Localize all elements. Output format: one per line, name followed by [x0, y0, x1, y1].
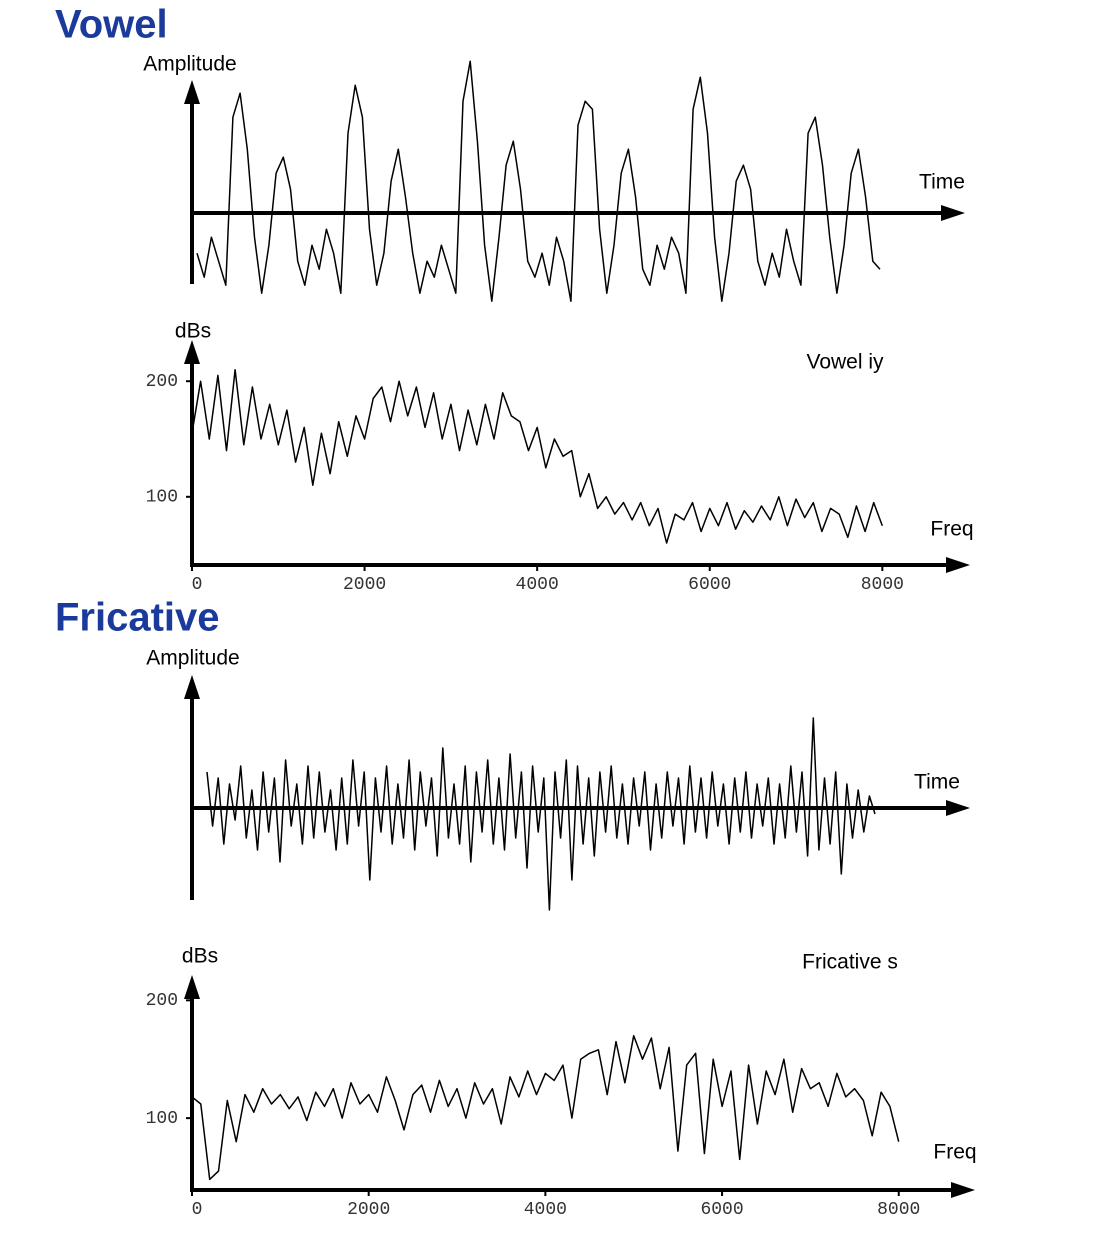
- y-tick-label: 100: [146, 1109, 178, 1129]
- axis-arrow: [184, 340, 200, 364]
- annotation: Fricative s: [802, 951, 898, 974]
- x-tick-label: 4000: [524, 1200, 567, 1220]
- x-tick-label: 2000: [343, 575, 386, 595]
- y-tick-label: 200: [146, 991, 178, 1011]
- x-tick-label: 8000: [861, 575, 904, 595]
- axis-arrow: [184, 675, 200, 699]
- signal-line: [196, 60, 881, 302]
- x-tick-label: 0: [192, 1200, 203, 1220]
- x-tick-label: 0: [192, 575, 203, 595]
- axis-arrow: [184, 975, 200, 999]
- signal-line: [191, 1034, 900, 1181]
- axis-arrow: [184, 80, 200, 104]
- x-axis-label: Time: [919, 171, 965, 194]
- x-axis-label: Time: [914, 771, 960, 794]
- axis-arrow: [941, 205, 965, 221]
- y-tick-label: 100: [146, 488, 178, 508]
- x-tick-label: 6000: [688, 575, 731, 595]
- signal-line: [191, 368, 884, 544]
- y-tick-label: 200: [146, 372, 178, 392]
- x-axis-label: Freq: [933, 1141, 976, 1164]
- axis-arrow: [946, 557, 970, 573]
- axis-arrow: [951, 1182, 975, 1198]
- x-tick-label: 8000: [877, 1200, 920, 1220]
- section-heading: Fricative: [55, 596, 220, 640]
- y-axis-label: dBs: [175, 320, 211, 343]
- section-heading: Vowel: [55, 3, 168, 47]
- annotation: Vowel iy: [806, 351, 884, 374]
- x-tick-label: 4000: [516, 575, 559, 595]
- y-axis-label: dBs: [182, 945, 218, 968]
- axis-arrow: [946, 800, 970, 816]
- x-tick-label: 6000: [700, 1200, 743, 1220]
- y-axis-label: Amplitude: [143, 53, 236, 76]
- signal-line: [206, 717, 876, 911]
- y-axis-label: Amplitude: [146, 647, 239, 670]
- x-axis-label: Freq: [930, 518, 973, 541]
- x-tick-label: 2000: [347, 1200, 390, 1220]
